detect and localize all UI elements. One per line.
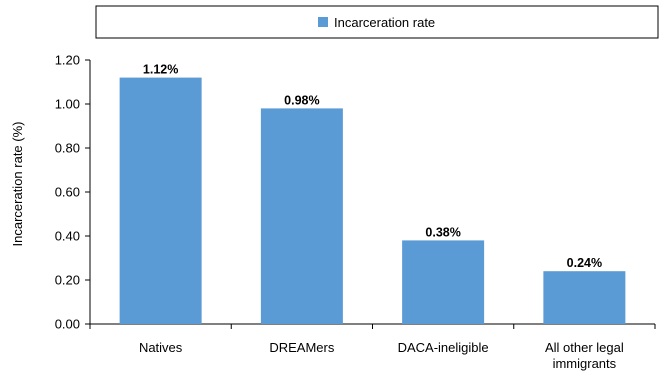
legend: Incarceration rate (95, 5, 659, 39)
category-label: DREAMers (269, 340, 335, 355)
y-tick-label: 0.40 (55, 229, 80, 244)
bar (402, 240, 485, 324)
category-label: immigrants (553, 356, 617, 371)
y-tick-label: 0.60 (55, 185, 80, 200)
data-label: 1.12% (143, 63, 178, 77)
bar (119, 77, 202, 324)
bar (260, 108, 343, 325)
category-label: Natives (139, 340, 183, 355)
y-tick-label: 0.80 (55, 141, 80, 156)
data-label: 0.38% (425, 225, 460, 239)
legend-box (95, 5, 659, 39)
category-label: All other legal (545, 340, 624, 355)
data-label: 0.24% (567, 256, 602, 270)
y-axis-title: Incarceration rate (%) (10, 122, 25, 247)
y-tick-label: 1.20 (55, 53, 80, 68)
y-tick-label: 0.20 (55, 273, 80, 288)
y-tick-label: 0.00 (55, 317, 80, 332)
category-label: DACA-ineligible (398, 340, 489, 355)
data-label: 0.98% (284, 93, 319, 107)
legend-swatch (318, 17, 328, 27)
y-tick-label: 1.00 (55, 97, 80, 112)
legend-label: Incarceration rate (334, 15, 435, 30)
plot-area: 0.00 0.20 0.40 0.60 0.80 1.00 1.20 1.12% Natives… (55, 53, 656, 371)
bar (543, 271, 626, 324)
